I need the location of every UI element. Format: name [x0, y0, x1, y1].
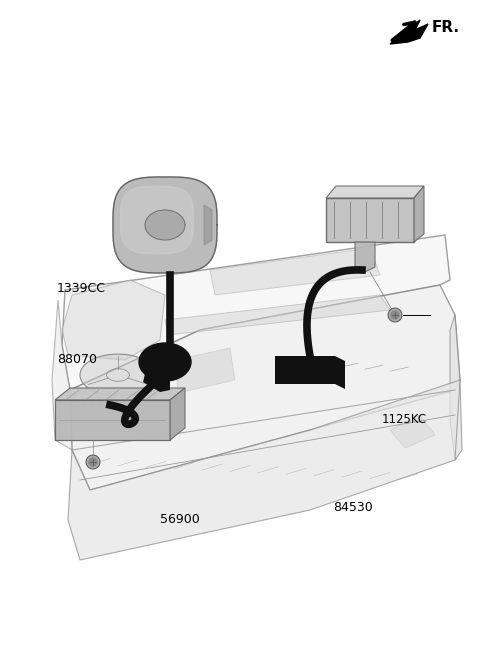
Polygon shape: [55, 388, 185, 400]
Text: FR.: FR.: [432, 20, 460, 35]
Polygon shape: [391, 311, 399, 319]
Polygon shape: [52, 300, 72, 450]
Polygon shape: [86, 455, 100, 469]
Polygon shape: [62, 280, 165, 360]
Polygon shape: [89, 458, 97, 466]
Text: 88070: 88070: [57, 353, 96, 366]
Polygon shape: [120, 186, 193, 254]
Polygon shape: [170, 388, 185, 440]
Polygon shape: [175, 348, 235, 393]
Polygon shape: [204, 205, 212, 245]
Polygon shape: [68, 380, 460, 560]
Polygon shape: [388, 308, 402, 322]
Polygon shape: [355, 242, 375, 272]
Polygon shape: [55, 400, 170, 440]
Polygon shape: [450, 315, 462, 460]
Polygon shape: [113, 177, 217, 273]
Ellipse shape: [139, 343, 191, 381]
Text: 84530: 84530: [334, 501, 373, 514]
Polygon shape: [143, 374, 170, 392]
Polygon shape: [414, 186, 424, 242]
Polygon shape: [390, 415, 435, 448]
Polygon shape: [275, 356, 345, 389]
Polygon shape: [70, 285, 460, 490]
Polygon shape: [145, 210, 185, 240]
Polygon shape: [165, 295, 390, 335]
Polygon shape: [390, 20, 428, 44]
Text: 56900: 56900: [160, 513, 200, 526]
Polygon shape: [62, 235, 450, 390]
Polygon shape: [326, 198, 414, 242]
Text: 1125KC: 1125KC: [382, 413, 427, 426]
Text: 1339CC: 1339CC: [57, 282, 106, 295]
Polygon shape: [210, 248, 380, 295]
Polygon shape: [80, 354, 156, 396]
Polygon shape: [326, 186, 424, 198]
